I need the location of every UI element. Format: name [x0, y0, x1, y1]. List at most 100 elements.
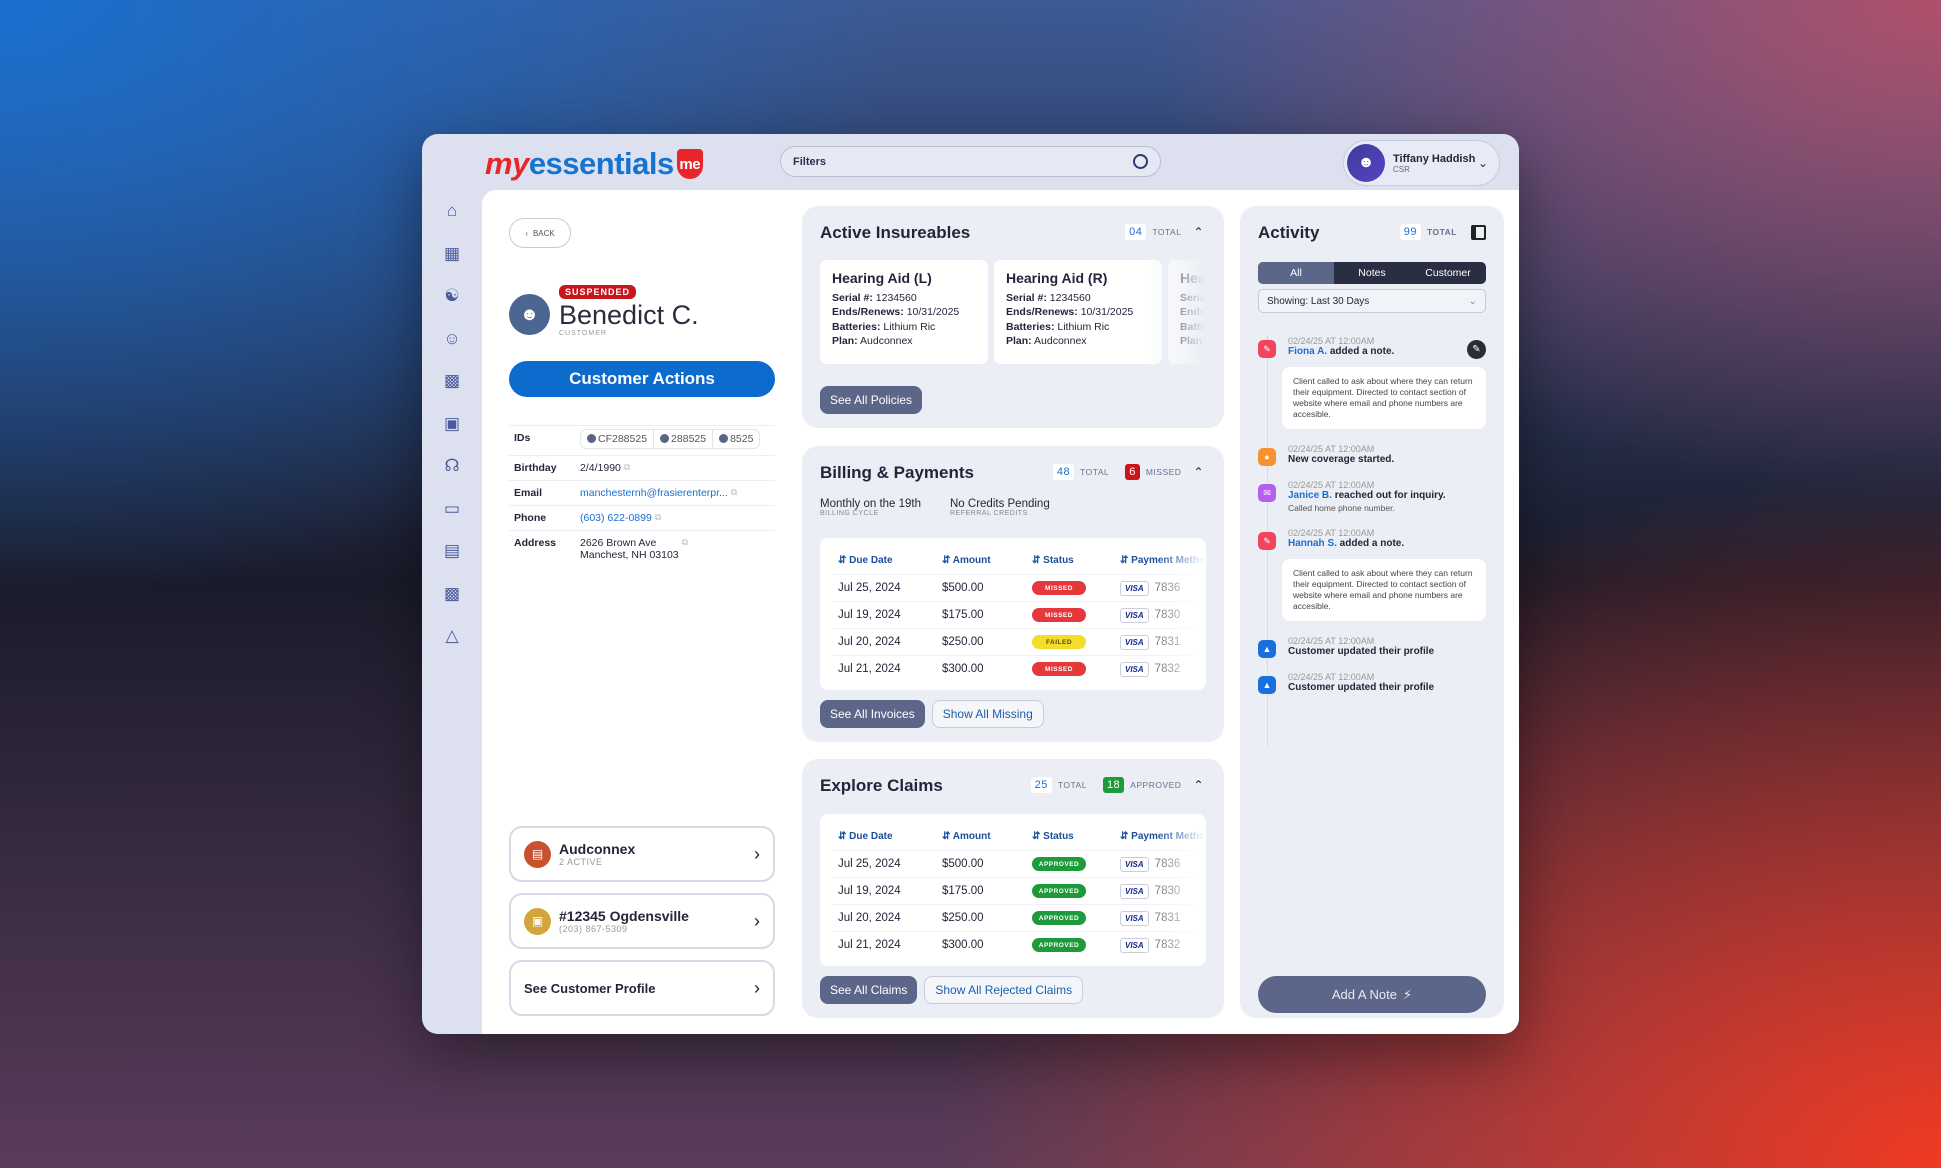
bar-chart-icon[interactable]: ▩: [443, 583, 461, 603]
add-note-button[interactable]: Add A Note ⚡︎: [1258, 976, 1486, 1013]
chevron-right-icon: ›: [754, 910, 760, 931]
customer-avatar: ☻: [509, 294, 550, 335]
edit-icon[interactable]: ✎: [1467, 340, 1486, 359]
battery-icon[interactable]: ▭: [443, 498, 461, 518]
table-row[interactable]: Jul 20, 2024 $250.00 FAILED VISA 7831: [833, 628, 1193, 655]
customer-actions-button[interactable]: Customer Actions: [509, 361, 775, 397]
table-header: ⇵ Due Date ⇵ Amount ⇵ Status ⇵ Payment Meth…: [833, 822, 1206, 850]
briefcase-icon[interactable]: ▣: [443, 413, 461, 433]
amount: $500.00: [942, 582, 984, 594]
column-header[interactable]: ⇵ Due Date: [838, 554, 893, 566]
table-row[interactable]: Jul 19, 2024 $175.00 MISSED VISA 7830: [833, 601, 1193, 628]
column-header[interactable]: ⇵ Amount: [942, 554, 991, 566]
column-header[interactable]: ⇵ Status: [1032, 554, 1074, 566]
due-date: Jul 19, 2024: [838, 609, 901, 621]
chevron-up-icon[interactable]: ⌃: [1193, 465, 1204, 479]
table-row[interactable]: Jul 20, 2024 $250.00 APPROVED VISA 7831: [833, 904, 1193, 931]
total-label: TOTAL: [1152, 227, 1182, 237]
insureable-card[interactable]: Hearing Aid Serial #: 1234560 Ends/Renew…: [1168, 260, 1206, 364]
event-text: added a note.: [1327, 346, 1395, 357]
customer-header: ☻ SUSPENDED Benedict C. CUSTOMER: [509, 282, 699, 337]
due-date: Jul 25, 2024: [838, 582, 901, 594]
plan-card[interactable]: ▤ Audconnex 2 ACTIVE ›: [509, 826, 775, 882]
home-icon[interactable]: ⌂: [446, 201, 458, 221]
tab-customer[interactable]: Customer: [1425, 267, 1471, 279]
pencil-icon: ✎: [1258, 340, 1276, 358]
logo[interactable]: my essentials me: [485, 146, 703, 182]
batteries-value: Lithium Ric: [883, 320, 936, 333]
search-input[interactable]: Filters: [780, 146, 1161, 177]
insureable-card[interactable]: Hearing Aid (R) Serial #: 1234560 Ends/R…: [994, 260, 1162, 364]
store-icon[interactable]: ▩: [443, 371, 461, 391]
column-header[interactable]: ⇵ Status: [1032, 830, 1074, 842]
chevron-up-icon[interactable]: ⌃: [1193, 225, 1204, 239]
insureables-title: Active Insureables: [820, 223, 971, 242]
status-pill: APPROVED: [1032, 938, 1086, 952]
card-last4: 7830: [1154, 608, 1181, 621]
actor-link[interactable]: Hannah S.: [1288, 538, 1337, 549]
status-pill: MISSED: [1032, 608, 1086, 622]
user-menu[interactable]: ☻ Tiffany Haddish CSR ⌄: [1343, 140, 1500, 186]
insureables-list: Hearing Aid (L) Serial #: 1234560 Ends/R…: [820, 260, 1206, 364]
headset-icon[interactable]: ☊: [444, 456, 460, 476]
handshake-icon[interactable]: ☯: [444, 286, 460, 306]
card-last4: 7836: [1154, 857, 1181, 870]
phone-link[interactable]: (603) 622-0899: [580, 512, 652, 524]
table-row[interactable]: Jul 21, 2024 $300.00 MISSED VISA 7832: [833, 655, 1193, 682]
column-header[interactable]: ⇵ Due Date: [838, 830, 893, 842]
table-row[interactable]: Jul 25, 2024 $500.00 MISSED VISA 7836: [833, 574, 1193, 601]
search-icon[interactable]: [1133, 154, 1148, 169]
table-row[interactable]: Jul 25, 2024 $500.00 APPROVED VISA 7836: [833, 850, 1193, 877]
insureable-card[interactable]: Hearing Aid (L) Serial #: 1234560 Ends/R…: [820, 260, 988, 364]
factory-icon[interactable]: ▦: [443, 243, 461, 263]
chevron-down-icon[interactable]: ⌄: [1477, 156, 1488, 170]
due-date: Jul 21, 2024: [838, 939, 901, 951]
copy-icon[interactable]: ⧉: [623, 462, 631, 472]
actor-link[interactable]: Janice B.: [1288, 490, 1332, 501]
tab-notes[interactable]: Notes: [1358, 267, 1386, 279]
back-button[interactable]: ‹ BACK: [509, 218, 571, 248]
chevron-up-icon[interactable]: ⌃: [1193, 778, 1204, 792]
activity-title: Activity: [1258, 223, 1320, 242]
insureable-name: Hearing Aid (L): [832, 270, 932, 286]
actor-link[interactable]: Fiona A.: [1288, 346, 1328, 357]
event-text: Customer updated their profile: [1288, 682, 1435, 693]
copy-icon[interactable]: ⧉: [681, 537, 689, 547]
column-header[interactable]: ⇵ Amount: [942, 830, 991, 842]
main-content: ‹ BACK ☻ SUSPENDED Benedict C. CUSTOMER C…: [482, 190, 1519, 1034]
column-header[interactable]: ⇵ Payment Method: [1120, 830, 1206, 842]
see-all-invoices-button[interactable]: See All Invoices: [820, 700, 925, 728]
see-all-policies-button[interactable]: See All Policies: [820, 386, 923, 414]
chevron-right-icon: ›: [754, 977, 760, 998]
email-link[interactable]: manchesternh@frasierenterpr...: [580, 487, 728, 499]
show-all-rejected-claims-button[interactable]: Show All Rejected Claims: [924, 976, 1084, 1004]
tab-all[interactable]: All: [1258, 262, 1334, 284]
note-body: Client called to ask about where they ca…: [1282, 559, 1486, 621]
newspaper-icon[interactable]: ▤: [443, 541, 461, 561]
see-customer-profile-button[interactable]: See Customer Profile ›: [509, 960, 775, 1016]
id-chip[interactable]: 288525: [654, 430, 714, 448]
users-icon[interactable]: ☺: [443, 328, 461, 348]
visa-icon: VISA: [1120, 937, 1149, 953]
date-range-select[interactable]: Showing: Last 30 Days ⌄: [1258, 289, 1486, 313]
copy-icon[interactable]: ⧉: [654, 512, 662, 522]
sidebar-panel-icon[interactable]: [1471, 224, 1486, 240]
note-body: Client called to ask about where they ca…: [1282, 367, 1486, 429]
activity-item: ● 02/24/25 AT 12:00AM New coverage start…: [1258, 444, 1486, 466]
location-card[interactable]: ▣ #12345 Ogdensville (203) 867-5309 ›: [509, 893, 775, 949]
id-chip[interactable]: CF288525: [581, 430, 655, 448]
column-header[interactable]: ⇵ Payment Method: [1120, 554, 1206, 566]
phone-row: Phone (603) 622-0899 ⧉: [509, 505, 775, 530]
location-card-sub: (203) 867-5309: [559, 924, 628, 934]
see-all-claims-button[interactable]: See All Claims: [820, 976, 918, 1004]
flask-icon[interactable]: △: [445, 626, 459, 646]
table-row[interactable]: Jul 19, 2024 $175.00 APPROVED VISA 7830: [833, 877, 1193, 904]
copy-icon[interactable]: ⧉: [730, 487, 738, 497]
id-chip[interactable]: 8525: [713, 430, 759, 448]
customer-info: IDs CF288525 288525 8525 Birthday 2/4/1990 ⧉…: [509, 425, 775, 567]
show-all-missing-button[interactable]: Show All Missing: [931, 700, 1044, 728]
referral-credits-label: REFERRAL CREDITS: [950, 510, 1028, 517]
due-date: Jul 19, 2024: [838, 885, 901, 897]
visa-icon: VISA: [1120, 607, 1149, 623]
table-row[interactable]: Jul 21, 2024 $300.00 APPROVED VISA 7832: [833, 931, 1193, 958]
